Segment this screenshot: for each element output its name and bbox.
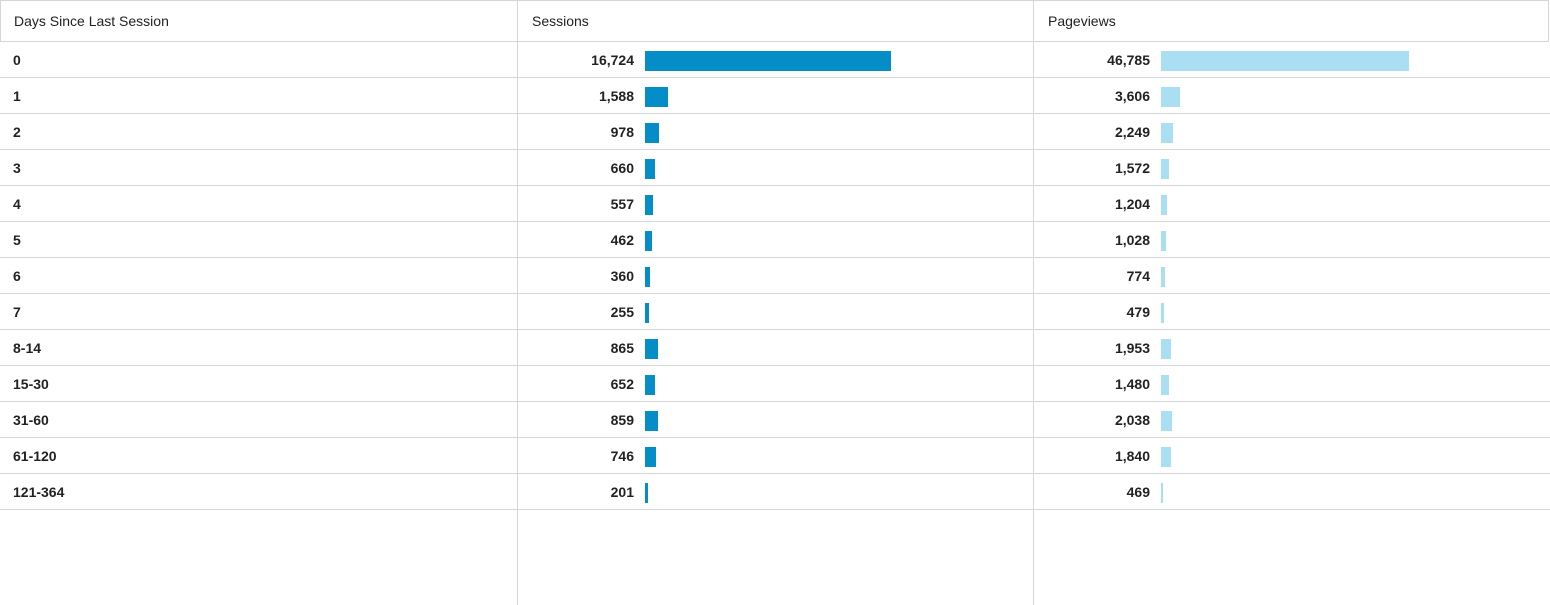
table-row[interactable]: 15-30 652 1,480 [0, 366, 1550, 402]
row-label-days: 6 [13, 258, 21, 294]
row-label-days: 31-60 [13, 402, 49, 438]
row-label-days: 2 [13, 114, 21, 150]
pageviews-value: 2,038 [1036, 402, 1150, 438]
row-label-days: 15-30 [13, 366, 49, 402]
table-header: Days Since Last Session Sessions Pagevie… [0, 0, 1549, 42]
table-row[interactable]: 121-364 201 469 [0, 474, 1550, 510]
row-label-days: 61-120 [13, 438, 57, 474]
pageviews-value: 1,204 [1036, 186, 1150, 222]
sessions-value: 1,588 [520, 78, 634, 114]
column-header-pageviews[interactable]: Pageviews [1048, 1, 1116, 42]
table-row[interactable]: 61-120 746 1,840 [0, 438, 1550, 474]
sessions-value: 978 [520, 114, 634, 150]
pageviews-value: 1,953 [1036, 330, 1150, 366]
table-row[interactable]: 7 255 479 [0, 294, 1550, 330]
table-row[interactable]: 2 978 2,249 [0, 114, 1550, 150]
column-header-days-since-last-session[interactable]: Days Since Last Session [14, 1, 169, 42]
sessions-value: 360 [520, 258, 634, 294]
pageviews-bar [1161, 447, 1171, 467]
table-row[interactable]: 5 462 1,028 [0, 222, 1550, 258]
column-header-sessions[interactable]: Sessions [532, 1, 589, 42]
pageviews-value: 1,480 [1036, 366, 1150, 402]
sessions-value: 16,724 [520, 42, 634, 78]
sessions-bar [645, 195, 653, 215]
pageviews-bar [1161, 123, 1173, 143]
row-label-days: 121-364 [13, 474, 64, 510]
sessions-value: 201 [520, 474, 634, 510]
table-row[interactable]: 4 557 1,204 [0, 186, 1550, 222]
pageviews-bar [1161, 87, 1180, 107]
row-label-days: 0 [13, 42, 21, 78]
sessions-bar [645, 267, 650, 287]
sessions-value: 865 [520, 330, 634, 366]
table-row[interactable]: 1 1,588 3,606 [0, 78, 1550, 114]
column-divider [517, 0, 518, 605]
sessions-bar [645, 159, 655, 179]
pageviews-value: 1,028 [1036, 222, 1150, 258]
sessions-bar [645, 447, 656, 467]
table-row[interactable]: 31-60 859 2,038 [0, 402, 1550, 438]
pageviews-value: 479 [1036, 294, 1150, 330]
sessions-bar [645, 231, 652, 251]
pageviews-value: 1,840 [1036, 438, 1150, 474]
pageviews-value: 2,249 [1036, 114, 1150, 150]
table-row[interactable]: 8-14 865 1,953 [0, 330, 1550, 366]
pageviews-bar [1161, 51, 1409, 71]
pageviews-bar [1161, 375, 1169, 395]
sessions-value: 746 [520, 438, 634, 474]
table-row[interactable]: 0 16,724 46,785 [0, 42, 1550, 78]
table-row[interactable]: 6 360 774 [0, 258, 1550, 294]
row-label-days: 3 [13, 150, 21, 186]
row-label-days: 5 [13, 222, 21, 258]
pageviews-value: 774 [1036, 258, 1150, 294]
pageviews-bar [1161, 195, 1167, 215]
sessions-bar [645, 51, 891, 71]
sessions-value: 859 [520, 402, 634, 438]
sessions-value: 660 [520, 150, 634, 186]
sessions-bar [645, 87, 668, 107]
row-label-days: 4 [13, 186, 21, 222]
sessions-bar [645, 483, 648, 503]
row-label-days: 7 [13, 294, 21, 330]
sessions-value: 652 [520, 366, 634, 402]
row-label-days: 1 [13, 78, 21, 114]
sessions-value: 255 [520, 294, 634, 330]
sessions-bar [645, 339, 658, 359]
pageviews-bar [1161, 267, 1165, 287]
sessions-value: 557 [520, 186, 634, 222]
pageviews-bar [1161, 483, 1163, 503]
pageviews-bar [1161, 303, 1164, 323]
column-divider [1033, 0, 1034, 605]
pageviews-bar [1161, 159, 1169, 179]
pageviews-bar [1161, 339, 1171, 359]
sessions-bar [645, 411, 658, 431]
row-label-days: 8-14 [13, 330, 41, 366]
pageviews-value: 3,606 [1036, 78, 1150, 114]
pageviews-value: 1,572 [1036, 150, 1150, 186]
pageviews-value: 46,785 [1036, 42, 1150, 78]
sessions-value: 462 [520, 222, 634, 258]
sessions-bar [645, 375, 655, 395]
pageviews-value: 469 [1036, 474, 1150, 510]
pageviews-bar [1161, 411, 1172, 431]
pageviews-bar [1161, 231, 1166, 251]
sessions-bar [645, 303, 649, 323]
table-row[interactable]: 3 660 1,572 [0, 150, 1550, 186]
sessions-bar [645, 123, 659, 143]
